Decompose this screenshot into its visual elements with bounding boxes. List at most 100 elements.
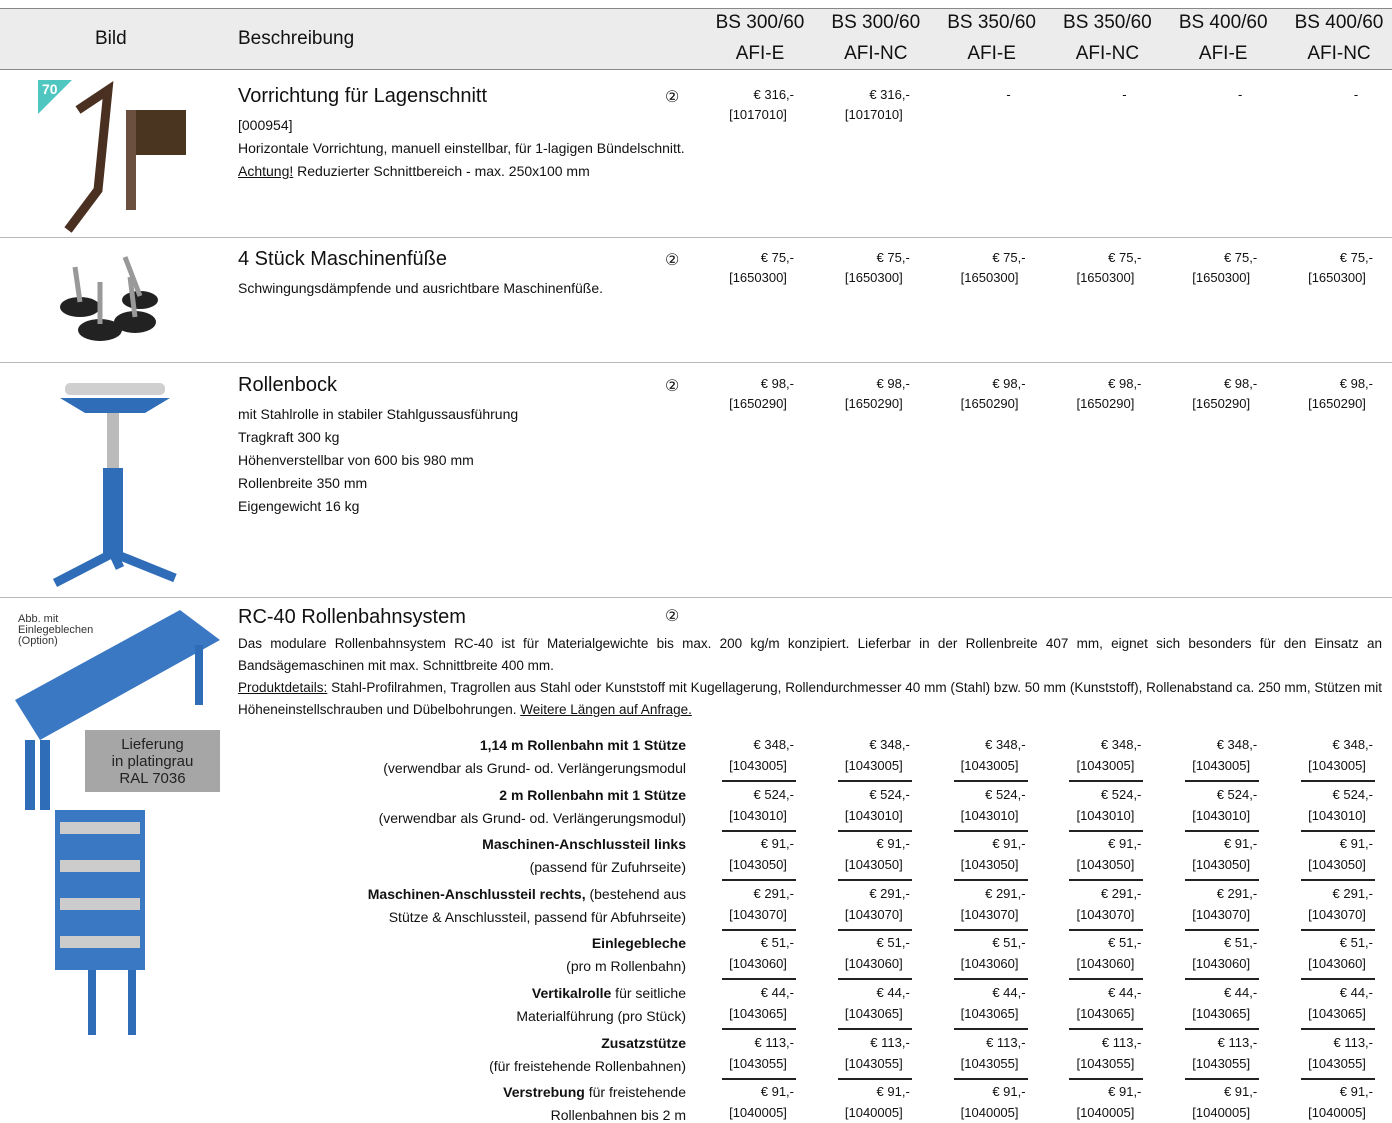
price: € 524,-	[838, 787, 910, 802]
model-header: AFI-NC	[1279, 43, 1392, 65]
article-code: [1043050]	[720, 857, 796, 872]
price: € 113,-	[1069, 1035, 1141, 1050]
price: € 348,-	[954, 737, 1026, 752]
price: € 291,-	[954, 886, 1026, 901]
price: € 524,-	[954, 787, 1026, 802]
article-code: [1043010]	[836, 808, 912, 823]
article-code: [1043005]	[720, 758, 796, 773]
article-code: [1040005]	[720, 1105, 796, 1120]
price: € 44,-	[1185, 985, 1257, 1000]
price: € 98,-	[1301, 376, 1373, 391]
price-rule	[838, 1078, 912, 1080]
article-code: [1043055]	[1067, 1056, 1143, 1071]
article-code: [1043070]	[720, 907, 796, 922]
item-bold: Maschinen-Anschlussteil rechts,	[368, 886, 586, 902]
price: -	[974, 87, 1044, 102]
article-code: [1043005]	[1299, 758, 1375, 773]
article-code: [1043060]	[952, 956, 1028, 971]
model-header: BS 400/60	[1163, 12, 1283, 34]
price: € 113,-	[722, 1035, 794, 1050]
price: € 524,-	[1069, 787, 1141, 802]
price: € 91,-	[1301, 1084, 1373, 1099]
item-rest: für freistehende	[585, 1084, 686, 1100]
price: € 51,-	[1301, 935, 1373, 950]
product-line: Höhenverstellbar von 600 bis 980 mm	[238, 449, 688, 472]
price: € 91,-	[722, 1084, 794, 1099]
article-code: [1043060]	[836, 956, 912, 971]
item-subtitle: (verwendbar als Grund- od. Verlängerungs…	[379, 810, 686, 826]
color-note-line: RAL 7036	[85, 770, 220, 787]
price: € 44,-	[722, 985, 794, 1000]
model-header: BS 350/60	[932, 12, 1052, 34]
item-subtitle: Rollenbahnen bis 2 m	[551, 1107, 686, 1123]
article-code: [1043065]	[952, 1006, 1028, 1021]
price: € 291,-	[1301, 886, 1373, 901]
product-line: mit Stahlrolle in stabiler Stahlgussausf…	[238, 403, 688, 426]
price: € 75,-	[1301, 250, 1373, 265]
price-rule	[954, 830, 1028, 832]
article-code: [1043065]	[1299, 1006, 1375, 1021]
price-rule	[838, 780, 912, 782]
article-code: [1043060]	[1299, 956, 1375, 971]
price: € 524,-	[1185, 787, 1257, 802]
details-link[interactable]: Weitere Längen auf Anfrage.	[520, 702, 692, 717]
price-rule	[722, 1078, 796, 1080]
article-code: [1043055]	[836, 1056, 912, 1071]
product-image	[55, 252, 175, 347]
product-text: Schwingungsdämpfende und ausrichtbare Ma…	[238, 277, 688, 300]
price-rule	[1301, 929, 1375, 931]
article-code: [1650300]	[720, 270, 796, 285]
article-code: [1043010]	[720, 808, 796, 823]
price: € 91,-	[1185, 1084, 1257, 1099]
model-header: BS 350/60	[1047, 12, 1167, 34]
article-code: [1043070]	[1183, 907, 1259, 922]
article-code: [1043050]	[952, 857, 1028, 872]
article-code: [1043005]	[1067, 758, 1143, 773]
price: € 348,-	[838, 737, 910, 752]
article-code: [1043065]	[1067, 1006, 1143, 1021]
article-code: [1650300]	[836, 270, 912, 285]
price-rule	[954, 929, 1028, 931]
price-rule	[838, 929, 912, 931]
article-code: [1040005]	[836, 1105, 912, 1120]
price-rule	[1069, 978, 1143, 980]
article-code: [1043050]	[1183, 857, 1259, 872]
item-title: Maschinen-Anschlussteil links	[482, 836, 686, 852]
price: € 113,-	[1185, 1035, 1257, 1050]
price: € 98,-	[722, 376, 794, 391]
price-rule	[722, 1028, 796, 1030]
product-title: Vorrichtung für Lagenschnitt	[238, 85, 487, 108]
row-separator	[0, 237, 1392, 238]
item-rest: für seitliche	[611, 985, 686, 1001]
price: € 51,-	[722, 935, 794, 950]
price: € 291,-	[1069, 886, 1141, 901]
article-code: [1043010]	[1067, 808, 1143, 823]
price: € 75,-	[722, 250, 794, 265]
price-rule	[1301, 1028, 1375, 1030]
header-description: Beschreibung	[238, 28, 354, 50]
article-code: [1043060]	[1067, 956, 1143, 971]
price-rule	[1069, 780, 1143, 782]
price-rule	[1301, 978, 1375, 980]
price: € 91,-	[838, 1084, 910, 1099]
article-code: [1043005]	[836, 758, 912, 773]
warning: Achtung! Reduzierter Schnittbereich - ma…	[238, 160, 688, 183]
product-text: mit Stahlrolle in stabiler Stahlgussausf…	[238, 403, 688, 518]
price-rule	[954, 1028, 1028, 1030]
price: € 291,-	[1185, 886, 1257, 901]
price: € 51,-	[1185, 935, 1257, 950]
article-code: [1043065]	[836, 1006, 912, 1021]
article-code: [1040005]	[952, 1105, 1028, 1120]
item-subtitle: Materialführung (pro Stück)	[516, 1008, 686, 1024]
color-note-line: in platingrau	[85, 753, 220, 770]
details-label: Produktdetails:	[238, 680, 327, 695]
price-rule	[838, 978, 912, 980]
item-subtitle: (verwendbar als Grund- od. Verlängerungs…	[383, 760, 686, 776]
price: € 44,-	[954, 985, 1026, 1000]
price: € 348,-	[1185, 737, 1257, 752]
article-code: [1043070]	[836, 907, 912, 922]
price-rule	[1185, 1078, 1259, 1080]
article-code: [1017010]	[836, 107, 912, 122]
price: € 291,-	[722, 886, 794, 901]
article-code: [1043010]	[952, 808, 1028, 823]
